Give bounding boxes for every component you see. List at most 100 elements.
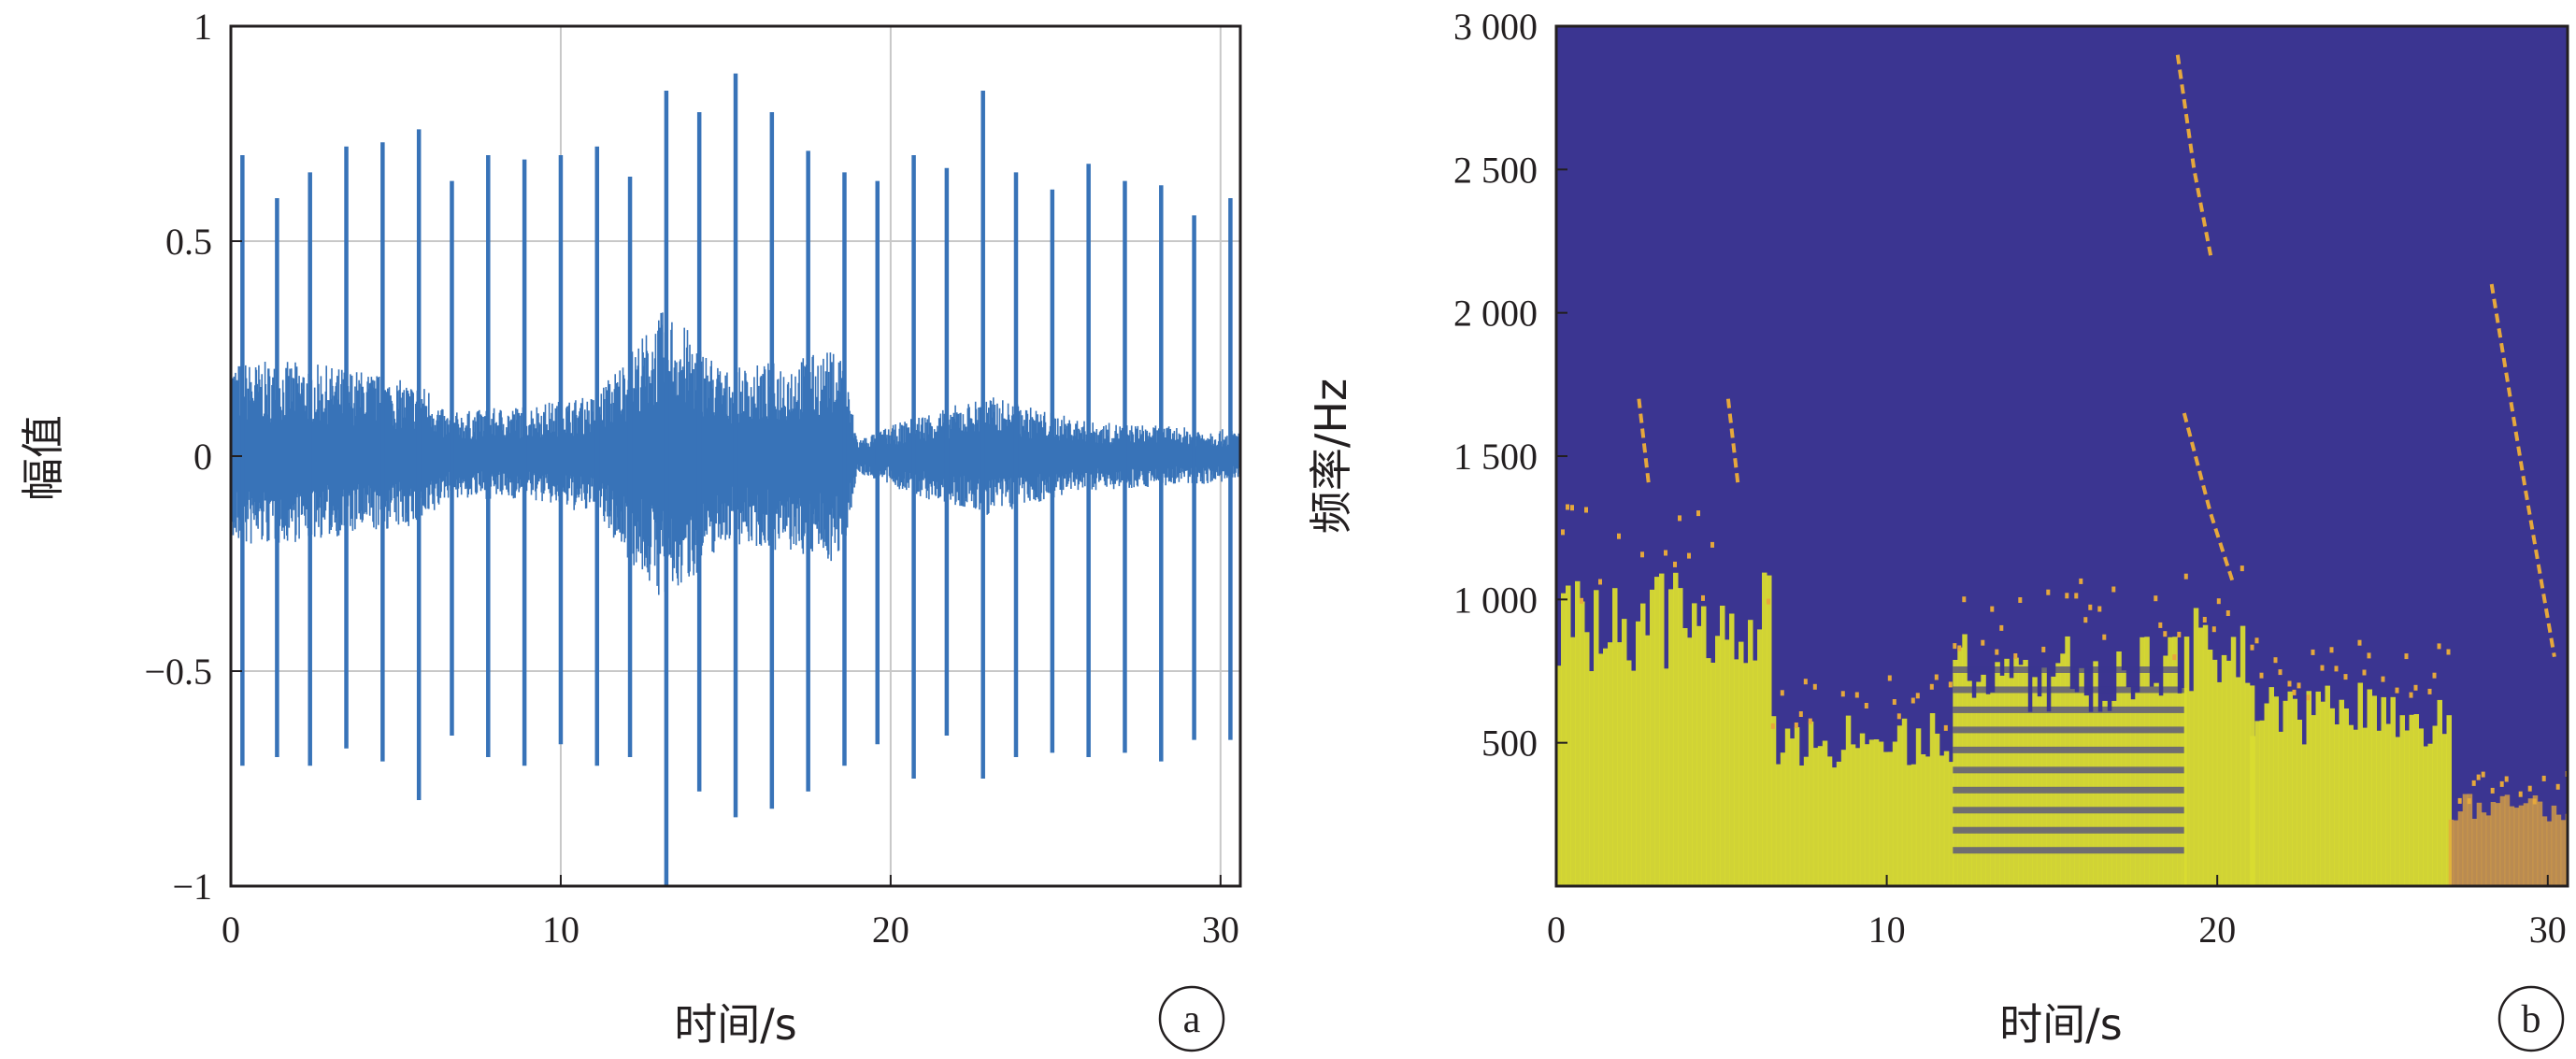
energy-column: [2065, 636, 2070, 886]
energy-gap-band: [1953, 666, 2184, 673]
energy-column: [1762, 572, 1767, 886]
y-tick-label: 0.5: [165, 221, 212, 263]
energy-speckle: [2427, 688, 2432, 694]
energy-column: [2264, 703, 2269, 886]
energy-column: [1859, 733, 1866, 886]
energy-speckle: [1934, 674, 1939, 680]
energy-column: [1729, 613, 1735, 886]
energy-column: [1915, 728, 1922, 886]
energy-speckle: [2292, 689, 2297, 695]
energy-speckle: [2211, 626, 2216, 633]
energy-column: [2409, 714, 2414, 886]
frequency-ridge: [2489, 283, 2556, 658]
energy-column: [2427, 743, 2433, 886]
energy-column: [1701, 606, 1707, 886]
energy-column: [2481, 812, 2487, 886]
waveform-series: [230, 73, 1241, 886]
energy-column: [2111, 700, 2117, 886]
energy-speckle: [2471, 780, 2476, 786]
energy-column: [1584, 632, 1590, 886]
energy-column: [1798, 766, 1805, 886]
energy-column: [2462, 794, 2469, 886]
energy-column: [1836, 761, 1842, 886]
y-tick-label: 2 000: [1453, 293, 1538, 335]
energy-speckle: [1640, 551, 1644, 558]
energy-column: [2523, 803, 2529, 886]
energy-gap-band: [1953, 726, 2184, 734]
energy-column: [2490, 802, 2497, 886]
energy-column: [1598, 653, 1604, 886]
energy-column: [1831, 767, 1838, 886]
energy-speckle: [1990, 606, 1995, 612]
energy-column: [2362, 727, 2368, 886]
energy-column: [2446, 715, 2452, 886]
energy-column: [1734, 659, 1739, 886]
energy-column: [2339, 699, 2344, 886]
energy-speckle: [2278, 669, 2283, 676]
energy-speckle: [2555, 783, 2560, 790]
energy-column: [2154, 682, 2159, 886]
energy-column: [1868, 739, 1875, 886]
energy-column: [1850, 744, 1856, 886]
energy-column: [1608, 642, 1613, 886]
y-tick-label: 3 000: [1453, 6, 1538, 48]
energy-speckle: [1981, 639, 1985, 646]
energy-speckle: [1710, 541, 1714, 548]
energy-column: [2207, 650, 2213, 886]
panel-a-ticks: 0 10 20 30 1 0.5 0 −0.5 −1: [144, 6, 1238, 951]
energy-column: [2235, 677, 2241, 886]
energy-column: [2476, 802, 2483, 886]
energy-speckle: [2404, 653, 2409, 660]
y-tick-label: 1 000: [1453, 579, 1538, 621]
panel-a-badge: [1158, 985, 1225, 1052]
x-tick-label: 30: [1202, 909, 1239, 951]
x-tick-label: 10: [542, 909, 580, 951]
energy-speckle: [1561, 529, 1565, 536]
energy-column: [2244, 682, 2251, 886]
energy-column: [1706, 658, 1711, 886]
energy-column: [2027, 711, 2033, 886]
panel-b: 0 10 20 30 3 000 2 500 2 000 1 500 1 000 500 时间/s…: [1306, 6, 2569, 1052]
energy-column: [1775, 764, 1782, 886]
panel-a-letter: a: [1183, 998, 1201, 1041]
energy-column: [1840, 750, 1847, 886]
energy-column: [2334, 724, 2340, 886]
energy-column: [2353, 729, 2358, 886]
energy-speckle: [2018, 597, 2023, 603]
energy-column: [2283, 700, 2288, 886]
energy-column: [1575, 580, 1581, 886]
energy-column: [1929, 713, 1936, 886]
energy-column: [2032, 677, 2038, 886]
energy-speckle: [1896, 713, 1901, 720]
energy-column: [1561, 593, 1567, 886]
energy-column: [1631, 670, 1637, 886]
energy-speckle: [2287, 680, 2292, 687]
energy-speckle: [1696, 510, 1700, 517]
energy-column: [2197, 627, 2204, 886]
energy-column: [1794, 727, 1800, 886]
energy-speckle: [2177, 631, 2182, 637]
y-tick-label: 0: [193, 436, 212, 478]
energy-column: [1948, 762, 1954, 886]
energy-column: [2311, 715, 2316, 886]
energy-column: [2254, 721, 2260, 886]
energy-speckle: [1962, 596, 1967, 603]
energy-speckle: [1780, 690, 1784, 696]
energy-column: [1943, 751, 1950, 886]
energy-gap-band: [1953, 807, 2184, 814]
energy-column: [2079, 667, 2084, 886]
spectrogram-energy: [1556, 54, 2568, 886]
energy-speckle: [2409, 692, 2413, 698]
energy-gap-band: [1953, 766, 2184, 774]
energy-speckle: [2172, 654, 2177, 661]
energy-column: [2041, 667, 2047, 886]
energy-speckle: [2046, 589, 2051, 595]
energy-speckle: [1854, 692, 1859, 698]
energy-speckle: [1948, 681, 1953, 688]
energy-column: [1748, 620, 1753, 886]
energy-speckle: [1770, 723, 1775, 729]
energy-column: [2172, 637, 2178, 886]
energy-column: [2240, 625, 2246, 886]
energy-column: [2418, 728, 2424, 886]
energy-speckle: [2357, 639, 2362, 646]
